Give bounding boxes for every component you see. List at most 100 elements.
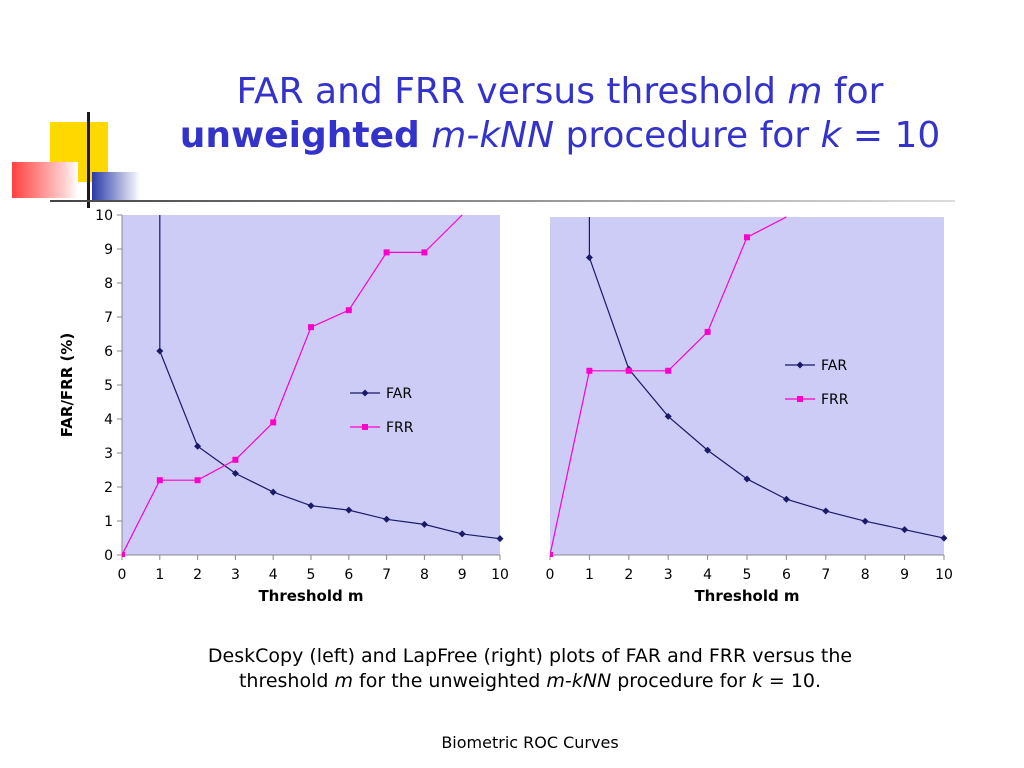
data-point-far xyxy=(782,495,790,503)
data-point-frr xyxy=(345,307,352,314)
slide-title: FAR and FRR versus threshold m for unwei… xyxy=(100,70,1020,158)
data-point-far xyxy=(861,517,869,525)
title-line-2-bold: unweighted xyxy=(179,115,420,156)
x-tick-label: 3 xyxy=(664,567,673,583)
x-tick-label: 1 xyxy=(585,567,594,583)
x-tick-label: 5 xyxy=(307,567,316,583)
y-tick-label: 9 xyxy=(104,242,113,258)
data-point-frr xyxy=(383,249,390,256)
x-tick-label: 2 xyxy=(624,567,633,583)
caption-line-1: DeskCopy (left) and LapFree (right) plot… xyxy=(207,645,853,667)
data-point-far xyxy=(940,534,948,542)
x-tick-label: 7 xyxy=(821,567,830,583)
x-tick-label: 10 xyxy=(935,567,953,583)
title-line-1: FAR and FRR versus threshold m for xyxy=(100,70,1020,114)
legend-label-frr: FRR xyxy=(821,392,849,408)
data-point-far xyxy=(664,412,672,420)
x-tick-label: 3 xyxy=(231,567,240,583)
data-point-far xyxy=(420,520,428,528)
x-tick-label: 0 xyxy=(546,567,555,583)
y-tick-label: 6 xyxy=(104,344,113,360)
accent-red-bar xyxy=(12,162,78,198)
title-line-2-tail: = 10 xyxy=(841,115,941,156)
title-line-2: unweighted m-kNN procedure for k = 10 xyxy=(100,114,1020,158)
y-tick-label: 0 xyxy=(104,548,113,564)
data-point-far xyxy=(458,530,466,538)
data-point-far xyxy=(704,446,712,454)
data-point-frr xyxy=(704,328,711,335)
legend-marker-far xyxy=(361,389,369,397)
x-tick-label: 6 xyxy=(782,567,791,583)
series-line-frr xyxy=(122,214,463,556)
legend-marker-far xyxy=(796,361,804,369)
x-tick-label: 9 xyxy=(458,567,467,583)
lapfree-chart: 0 1 2 3 4 5 6 7 8 9 10 Threshold m FAR FRR xyxy=(546,216,953,605)
x-tick-label: 0 xyxy=(118,567,127,583)
data-point-far xyxy=(743,475,751,483)
caption-line-2-var3: k xyxy=(751,670,763,692)
data-point-far xyxy=(269,488,277,496)
x-tick-label: 5 xyxy=(743,567,752,583)
data-point-frr xyxy=(122,552,125,557)
caption-line-2-pre: threshold xyxy=(238,670,335,692)
x-tick-label: 6 xyxy=(344,567,353,583)
accent-horizontal-line xyxy=(50,200,955,202)
data-point-frr xyxy=(421,249,428,256)
legend-marker-frr xyxy=(362,424,368,430)
caption-line-2-var2: m-kNN xyxy=(546,670,612,692)
series-group xyxy=(550,216,948,557)
data-point-frr xyxy=(665,367,672,374)
title-line-1-tail: for xyxy=(822,71,884,112)
y-axis-label: FAR/FRR (%) xyxy=(58,333,76,437)
data-point-far xyxy=(585,254,593,262)
data-point-far xyxy=(307,502,315,510)
x-tick-label: 1 xyxy=(155,567,164,583)
legend-label-far: FAR xyxy=(821,358,847,374)
data-point-frr xyxy=(232,456,239,463)
x-axis-label: Threshold m xyxy=(258,587,363,605)
series-group xyxy=(122,214,504,557)
data-point-far xyxy=(901,526,909,534)
title-line-2-mid: procedure for xyxy=(554,115,821,156)
title-line-1-main: FAR and FRR versus threshold xyxy=(236,71,788,112)
x-tick-label: 7 xyxy=(382,567,391,583)
data-point-frr xyxy=(194,477,201,484)
legend-label-frr: FRR xyxy=(386,420,414,436)
data-point-frr xyxy=(744,234,750,241)
x-tick-label: 8 xyxy=(861,567,870,583)
data-point-far xyxy=(194,442,202,450)
legend-marker-frr xyxy=(797,396,803,402)
data-point-frr xyxy=(308,324,314,331)
figure-caption: DeskCopy (left) and LapFree (right) plot… xyxy=(110,644,950,694)
data-point-far xyxy=(496,535,504,543)
x-tick-label: 4 xyxy=(703,567,712,583)
legend-label-far: FAR xyxy=(386,386,412,402)
caption-line-2-var1: m xyxy=(334,670,353,692)
plot-area xyxy=(122,215,500,555)
y-tick-label: 1 xyxy=(104,514,113,530)
y-tick-label: 8 xyxy=(104,276,113,292)
caption-line-2-mid1: for the unweighted xyxy=(353,670,547,692)
title-line-1-var: m xyxy=(787,71,823,112)
data-point-frr xyxy=(586,367,593,374)
y-tick-label: 7 xyxy=(104,310,113,326)
caption-line-2-mid2: procedure for xyxy=(611,670,752,692)
accent-blue-bar xyxy=(92,172,140,200)
data-point-frr xyxy=(270,419,277,426)
x-tick-label: 9 xyxy=(900,567,909,583)
title-line-2-var1: m-kNN xyxy=(431,115,555,156)
title-line-2-var2: k xyxy=(820,115,842,156)
x-tick-label: 8 xyxy=(420,567,429,583)
data-point-far xyxy=(822,507,830,515)
caption-line-2-tail: = 10. xyxy=(762,670,822,692)
data-point-frr xyxy=(156,477,163,484)
y-tick-label: 4 xyxy=(104,412,113,428)
y-tick-label: 5 xyxy=(104,378,113,394)
slide-footer: Biometric ROC Curves xyxy=(441,733,619,752)
data-point-far xyxy=(383,515,391,523)
data-point-far xyxy=(156,347,164,355)
deskcopy-chart: 0 1 2 3 4 5 6 7 8 9 10 0 1 2 3 4 5 6 7 8 9 10 Threshold m FAR/F… xyxy=(58,208,509,605)
x-tick-label: 10 xyxy=(491,567,509,583)
x-tick-label: 2 xyxy=(193,567,202,583)
plot-area xyxy=(550,217,944,555)
